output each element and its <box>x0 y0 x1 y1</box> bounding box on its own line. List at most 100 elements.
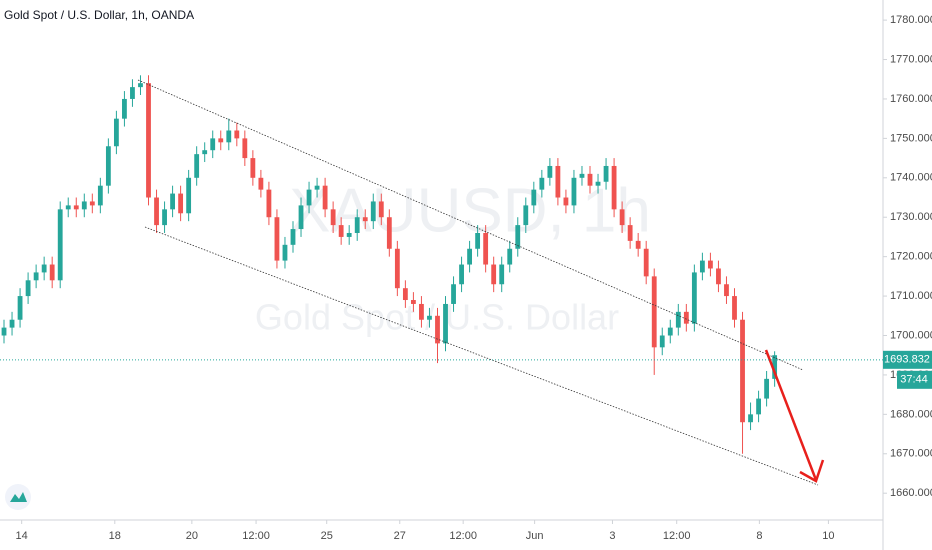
y-tick-label: 1740.000 <box>890 172 932 184</box>
candle-body <box>547 165 553 178</box>
plot-area <box>1 75 778 454</box>
y-tick-label: 1670.000 <box>890 448 932 460</box>
candle-body <box>33 272 39 281</box>
candle-body <box>65 205 71 210</box>
candle-body <box>89 201 95 206</box>
candle-body <box>748 414 753 423</box>
candle-body <box>378 201 384 218</box>
candle-body <box>579 173 585 178</box>
candle-body <box>81 201 87 210</box>
y-tick-label: 1660.000 <box>890 487 932 499</box>
candle-body <box>499 264 505 285</box>
y-tick-label: 1720.000 <box>890 251 932 263</box>
y-tick-label: 1700.000 <box>890 329 932 341</box>
candle-body <box>210 138 216 151</box>
candle-body <box>202 150 208 155</box>
candle-body <box>113 118 119 147</box>
candle-body <box>170 193 175 210</box>
candle-body <box>346 232 352 237</box>
candle-body <box>25 280 31 297</box>
forecast-arrow <box>764 349 825 483</box>
candle-body <box>675 311 681 328</box>
candle-body <box>394 248 400 289</box>
x-tick-label: 20 <box>186 530 198 542</box>
y-tick-label: 1780.000 <box>890 14 932 26</box>
candle-body <box>186 177 192 214</box>
candle-body <box>467 248 473 265</box>
chart-title: Gold Spot / U.S. Dollar, 1h, OANDA <box>4 8 194 22</box>
candle-body <box>322 185 328 210</box>
candle-body <box>362 217 368 222</box>
candle-body <box>266 189 272 218</box>
last-price-box <box>883 350 932 369</box>
candle-body <box>587 173 593 186</box>
candle-body <box>699 260 705 273</box>
y-tick-label: 1750.000 <box>890 132 932 144</box>
x-tick-label: 27 <box>394 530 406 542</box>
candle-body <box>555 165 561 198</box>
candle-body <box>595 181 601 186</box>
candle-body <box>667 327 673 336</box>
candle-body <box>772 355 778 379</box>
candle-body <box>41 264 47 273</box>
candle-body <box>130 87 135 99</box>
candle-body <box>427 315 432 320</box>
candle-body <box>531 189 537 206</box>
last-price-label: 1693.832 <box>884 354 930 366</box>
candle-body <box>459 264 464 285</box>
candle-body <box>138 83 143 88</box>
x-tick-label: 18 <box>109 530 121 542</box>
candle-body <box>451 284 456 304</box>
candle-body <box>194 154 200 178</box>
y-tick-label: 1760.000 <box>890 93 932 105</box>
x-tick-label: Jun <box>526 530 544 542</box>
y-tick-label: 1730.000 <box>890 211 932 223</box>
candle-body <box>539 177 545 190</box>
candle-body <box>178 193 184 214</box>
candle-body <box>146 83 151 198</box>
candle-body <box>122 98 127 119</box>
channel-upper <box>137 79 804 371</box>
candle-body <box>683 311 689 324</box>
candle-body <box>724 284 729 297</box>
candle-body <box>651 276 657 348</box>
candle-body <box>435 315 440 344</box>
candle-body <box>732 296 737 320</box>
x-tick-label: 10 <box>822 530 834 542</box>
candle-body <box>419 303 424 320</box>
candle-body <box>483 232 489 265</box>
candle-body <box>691 272 697 324</box>
candle-body <box>105 146 111 186</box>
candle-body <box>643 248 649 277</box>
candle-body <box>443 303 448 344</box>
candle-body <box>258 177 264 190</box>
candle-body <box>218 138 224 143</box>
candle-body <box>162 209 167 226</box>
candle-body <box>1 327 7 336</box>
candle-body <box>619 209 625 226</box>
x-tick-label: 14 <box>16 530 28 542</box>
candle-body <box>154 197 159 226</box>
candle-body <box>571 177 577 206</box>
candle-body <box>563 197 569 206</box>
candle-body <box>234 130 240 139</box>
candle-body <box>354 217 360 233</box>
x-tick-label: 3 <box>609 530 615 542</box>
candle-body <box>298 205 304 230</box>
candle-body <box>306 189 312 206</box>
candle-body <box>386 217 392 249</box>
candle-body <box>475 232 481 249</box>
x-tick-label: 8 <box>756 530 762 542</box>
x-tick-label: 12:00 <box>449 530 477 542</box>
candle-body <box>338 225 344 237</box>
candle-body <box>17 296 23 320</box>
candle-body <box>764 378 770 399</box>
candle-body <box>314 185 320 190</box>
candle-body <box>716 268 721 285</box>
candle-body <box>523 205 529 226</box>
candle-body <box>330 209 336 226</box>
x-tick-label: 25 <box>321 530 333 542</box>
candle-body <box>402 288 408 301</box>
